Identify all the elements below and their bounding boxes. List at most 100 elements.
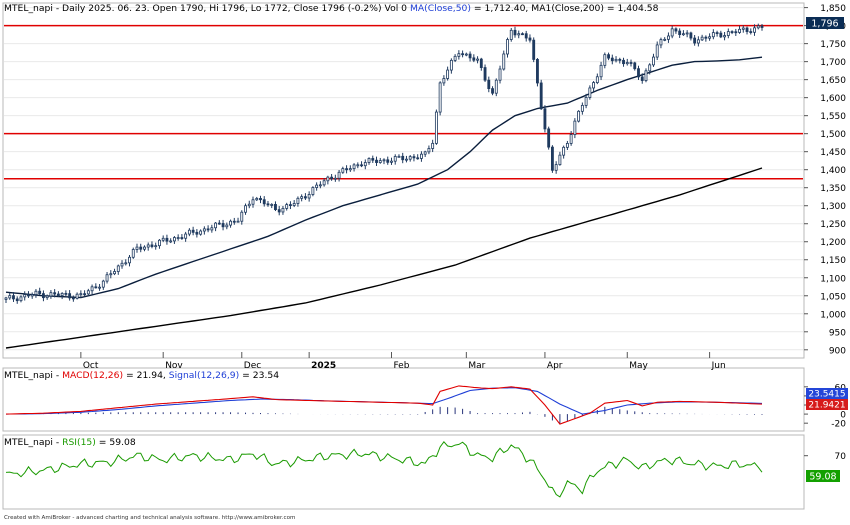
candle-body bbox=[322, 180, 326, 186]
candle-body bbox=[696, 39, 700, 44]
candle-body bbox=[154, 245, 158, 248]
candle-body bbox=[453, 55, 457, 61]
candle-body bbox=[479, 58, 483, 68]
price-y-tick-label: 900 bbox=[829, 346, 846, 356]
candle-body bbox=[90, 286, 94, 292]
candle-body bbox=[180, 237, 184, 239]
candle-body bbox=[94, 286, 98, 289]
macd-panel-header: MTEL_napi - MACD(12,26) = 21.94, Signal(… bbox=[4, 370, 279, 381]
candle-body bbox=[681, 33, 685, 36]
candle-body bbox=[266, 203, 270, 206]
candle-body bbox=[565, 143, 569, 148]
candle-body bbox=[158, 239, 161, 247]
price-y-tick-label: 950 bbox=[829, 328, 846, 338]
candle-body bbox=[345, 168, 348, 171]
price-horizontal-levels bbox=[4, 24, 803, 180]
candle-body bbox=[45, 295, 49, 299]
candle-body bbox=[524, 33, 528, 39]
candle-body bbox=[543, 108, 547, 130]
candle-body bbox=[195, 231, 199, 235]
candle-body bbox=[562, 146, 566, 156]
candle-body bbox=[38, 290, 42, 295]
candle-body bbox=[277, 209, 281, 213]
rsi-panel bbox=[2, 434, 805, 510]
candle-body bbox=[172, 237, 176, 242]
candle-body bbox=[64, 292, 68, 295]
candle-body bbox=[210, 227, 214, 231]
date-x-tick-label: Apr bbox=[547, 361, 563, 371]
candle-body bbox=[150, 244, 154, 247]
candle-body bbox=[734, 31, 738, 34]
candle-body bbox=[487, 79, 491, 90]
candle-body bbox=[442, 78, 446, 84]
candle-body bbox=[554, 164, 558, 171]
candle-body bbox=[625, 62, 629, 65]
candle-body bbox=[532, 39, 536, 60]
candle-body bbox=[438, 82, 442, 113]
candle-body bbox=[663, 38, 667, 41]
candle-body bbox=[30, 294, 34, 297]
candle-body bbox=[71, 297, 75, 300]
candle-body bbox=[105, 274, 109, 282]
candle-body bbox=[464, 53, 468, 56]
date-x-tick-label: Feb bbox=[393, 361, 409, 371]
date-x-tick-label: Oct bbox=[83, 361, 99, 371]
candle-body bbox=[476, 58, 479, 61]
svg-text:21.9421: 21.9421 bbox=[808, 401, 845, 411]
candle-body bbox=[169, 240, 173, 243]
candle-body bbox=[307, 194, 311, 199]
candle-body bbox=[420, 153, 423, 159]
date-x-tick-label: Mar bbox=[468, 361, 485, 371]
candle-body bbox=[120, 262, 124, 267]
price-y-tick-label: 1,050 bbox=[820, 292, 846, 302]
candle-body bbox=[68, 293, 72, 299]
candle-body bbox=[588, 87, 592, 98]
footer-credit: Created with AmiBroker - advanced charti… bbox=[4, 515, 295, 521]
candle-body bbox=[333, 177, 337, 180]
candle-body bbox=[15, 298, 19, 302]
rsi-value-badge: 59.08 bbox=[806, 470, 840, 483]
candle-body bbox=[348, 168, 352, 171]
macd-plot bbox=[5, 385, 763, 425]
candle-body bbox=[56, 293, 60, 296]
rsi-y-axis: 70 bbox=[804, 452, 846, 462]
candle-body bbox=[607, 54, 610, 59]
candle-body bbox=[674, 28, 678, 32]
candle-body bbox=[300, 196, 304, 199]
candle-body bbox=[8, 295, 12, 299]
candle-body bbox=[573, 120, 577, 135]
candle-body bbox=[405, 158, 408, 161]
moving-averages bbox=[5, 56, 763, 349]
candle-body bbox=[4, 297, 8, 300]
candle-body bbox=[678, 30, 682, 35]
candle-body bbox=[139, 246, 143, 250]
price-y-tick-label: 1,850 bbox=[820, 4, 846, 14]
candle-body bbox=[128, 256, 131, 264]
price-y-tick-label: 1,300 bbox=[820, 202, 846, 212]
candle-body bbox=[83, 293, 87, 296]
candle-body bbox=[408, 156, 412, 160]
candle-body bbox=[124, 262, 128, 265]
candle-body bbox=[760, 25, 764, 28]
svg-text:59.08: 59.08 bbox=[809, 472, 836, 483]
candle-body bbox=[397, 155, 401, 158]
price-y-tick-label: 1,700 bbox=[820, 58, 846, 68]
candle-body bbox=[109, 273, 113, 276]
price-y-axis: 900 950 1,000 1,050 1,100 1,150 1,200 1,250 1,30… bbox=[804, 4, 846, 356]
candle-body bbox=[131, 249, 135, 258]
price-y-tick-label: 1,250 bbox=[820, 220, 846, 230]
price-y-tick-label: 1,150 bbox=[820, 256, 846, 266]
candle-body bbox=[431, 142, 435, 149]
candle-body bbox=[659, 39, 663, 46]
candle-body bbox=[236, 220, 240, 223]
ma50-line bbox=[5, 56, 763, 299]
price-y-tick-label: 1,550 bbox=[820, 112, 846, 122]
candle-body bbox=[206, 228, 210, 231]
candle-body bbox=[225, 224, 229, 228]
candle-body bbox=[352, 164, 356, 170]
macd-panel bbox=[2, 367, 805, 432]
candle-body bbox=[401, 155, 405, 161]
candle-body bbox=[693, 37, 697, 44]
candle-body bbox=[558, 154, 562, 166]
candle-body bbox=[259, 198, 262, 201]
